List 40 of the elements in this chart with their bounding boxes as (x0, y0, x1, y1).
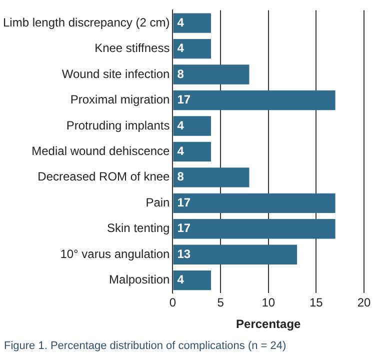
data-label: 4 (177, 118, 184, 132)
y-tick-label: Pain (146, 195, 170, 210)
y-tick-label: Decreased ROM of knee (38, 170, 170, 184)
data-label: 17 (177, 92, 191, 107)
data-label: 17 (177, 195, 191, 210)
bar (173, 168, 250, 188)
data-label: 8 (177, 170, 184, 184)
bar (173, 13, 211, 33)
y-tick-label: 10° varus angulation (60, 246, 170, 261)
bar (173, 38, 211, 59)
y-tick-label: Wound site infection (62, 66, 170, 81)
data-label: 4 (177, 15, 184, 30)
data-label: 4 (177, 272, 184, 287)
bar (173, 270, 211, 290)
bar (173, 64, 250, 84)
x-tick-label: 5 (217, 296, 224, 310)
x-tick-label: 10 (262, 296, 276, 310)
x-tick-label: 20 (357, 296, 371, 310)
data-label: 4 (177, 41, 184, 56)
bar (173, 90, 336, 110)
bar (173, 219, 336, 239)
y-tick-label: Skin tenting (107, 221, 170, 236)
y-tick-label: Limb length discrepancy (2 cm) (3, 15, 170, 30)
bar (173, 244, 298, 264)
bar (173, 142, 211, 162)
y-tick-label: Protruding implants (66, 118, 170, 132)
y-tick-label: Knee stiffness (94, 41, 170, 56)
bar (173, 193, 336, 213)
bar (173, 116, 211, 136)
data-label: 8 (177, 66, 184, 81)
x-tick-label: 15 (310, 296, 324, 310)
y-tick-label: Malposition (109, 272, 170, 287)
data-label: 4 (177, 144, 184, 158)
x-axis-title: Percentage (236, 317, 302, 332)
y-tick-label: Proximal migration (70, 92, 170, 107)
caption: Figure 1. Percentage distribution of complications (n = 24) (3, 339, 288, 352)
x-tick-label: 0 (169, 296, 176, 310)
data-label: 17 (177, 221, 191, 236)
y-tick-label: Medial wound dehiscence (32, 144, 170, 158)
data-label: 13 (177, 246, 191, 261)
